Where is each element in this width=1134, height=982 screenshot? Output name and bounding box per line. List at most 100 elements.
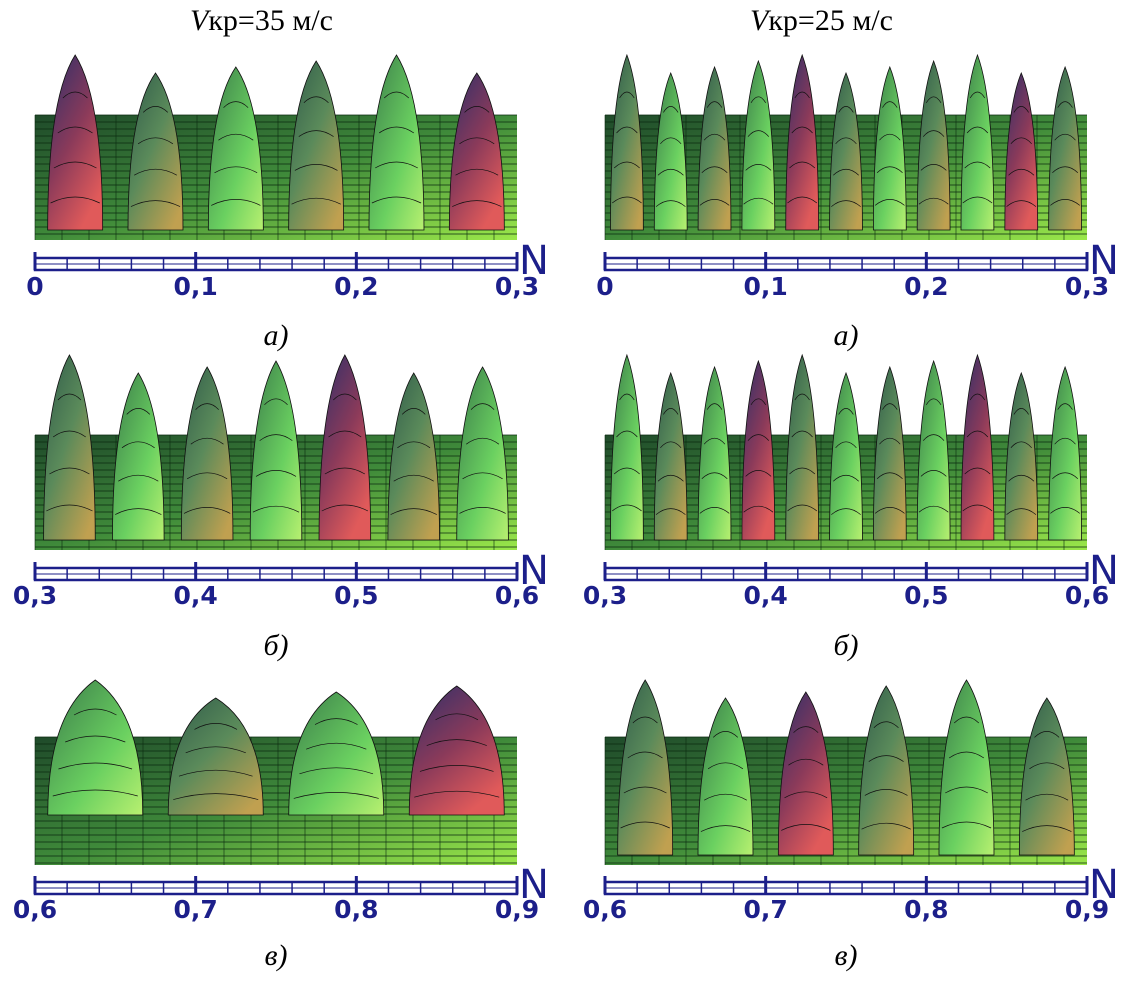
contour (194, 723, 238, 730)
panel-caption: б) (833, 629, 858, 662)
contour (58, 762, 133, 770)
cone (249, 360, 303, 541)
contour (700, 825, 751, 832)
cone (617, 679, 674, 856)
contour (186, 472, 228, 480)
contour (781, 824, 831, 831)
contour (419, 765, 494, 772)
contour (964, 161, 991, 169)
contour (791, 430, 813, 438)
contour (789, 161, 816, 169)
contour (1052, 472, 1079, 480)
contour (455, 168, 499, 176)
contour (46, 504, 93, 512)
panel-background (35, 115, 517, 240)
cone (127, 72, 184, 231)
contour (142, 106, 169, 113)
contour (118, 474, 159, 482)
contour (1050, 199, 1081, 206)
contour (623, 786, 667, 794)
panel-background (605, 737, 1087, 865)
panel-caption: в) (834, 939, 857, 972)
cone (408, 685, 505, 816)
contour (747, 130, 770, 137)
contour (214, 166, 258, 174)
contour (953, 716, 980, 724)
cone (318, 354, 372, 541)
cone (610, 353, 644, 541)
tick-label: 0,1 (174, 272, 218, 301)
cone (1004, 71, 1039, 231)
contour (401, 408, 426, 415)
contour (966, 126, 989, 134)
contour (73, 708, 117, 716)
contour (178, 769, 253, 777)
contour (703, 133, 726, 141)
cone (785, 53, 820, 231)
panel-caption: а) (264, 319, 289, 352)
contour (794, 91, 810, 99)
contour (925, 96, 942, 103)
contour (185, 746, 246, 754)
contour (218, 133, 254, 141)
contour (941, 821, 992, 829)
contour (789, 467, 816, 475)
contour (371, 196, 422, 204)
contour (745, 470, 772, 477)
contour (793, 726, 819, 733)
cone (1048, 65, 1082, 231)
contour (838, 408, 854, 415)
contour (701, 166, 728, 174)
contour (879, 133, 901, 141)
panel-caption: б) (263, 629, 288, 662)
axis-label: N (519, 238, 549, 284)
contour (613, 161, 640, 169)
contour (435, 713, 479, 721)
contour (876, 472, 903, 480)
contour (183, 507, 231, 514)
contour (655, 508, 686, 515)
contour (52, 789, 138, 797)
contour (426, 739, 487, 746)
contour (833, 168, 859, 176)
contour (459, 507, 506, 514)
contour (1057, 101, 1073, 108)
contour (750, 398, 767, 405)
contour (788, 758, 824, 766)
contour (1006, 200, 1037, 207)
contour (459, 137, 495, 145)
contour (873, 721, 899, 729)
contour (948, 751, 985, 759)
contour (375, 161, 418, 169)
contour (1013, 106, 1029, 113)
contour (173, 793, 259, 800)
contour (137, 137, 174, 145)
cone (47, 679, 144, 816)
contour (1010, 441, 1032, 449)
cone (916, 359, 951, 541)
panel: 0,6 0,7 0,8 0,9Nв) (583, 679, 1119, 972)
contour (611, 196, 642, 204)
contour (298, 130, 334, 137)
cone (916, 59, 951, 231)
column-header: Vкр=25 м/с (750, 4, 893, 37)
tick-label: 0,7 (174, 895, 218, 924)
contour (655, 200, 686, 207)
contour (1057, 403, 1073, 410)
contour (787, 504, 818, 512)
panel: 0 0,1 0,2 0,3Nа) (26, 54, 549, 352)
contour (452, 200, 502, 207)
contour (383, 91, 410, 99)
contour (299, 767, 374, 775)
contour (861, 822, 911, 830)
cone (1004, 371, 1039, 541)
contour (706, 403, 723, 410)
contour (791, 126, 813, 134)
contour (945, 786, 988, 794)
axis-label: N (519, 548, 549, 594)
panel: 0 0,1 0,2 0,3Nа) (596, 53, 1119, 352)
contour (874, 199, 905, 206)
contour (835, 441, 857, 449)
tick-label: 0 (596, 272, 613, 301)
